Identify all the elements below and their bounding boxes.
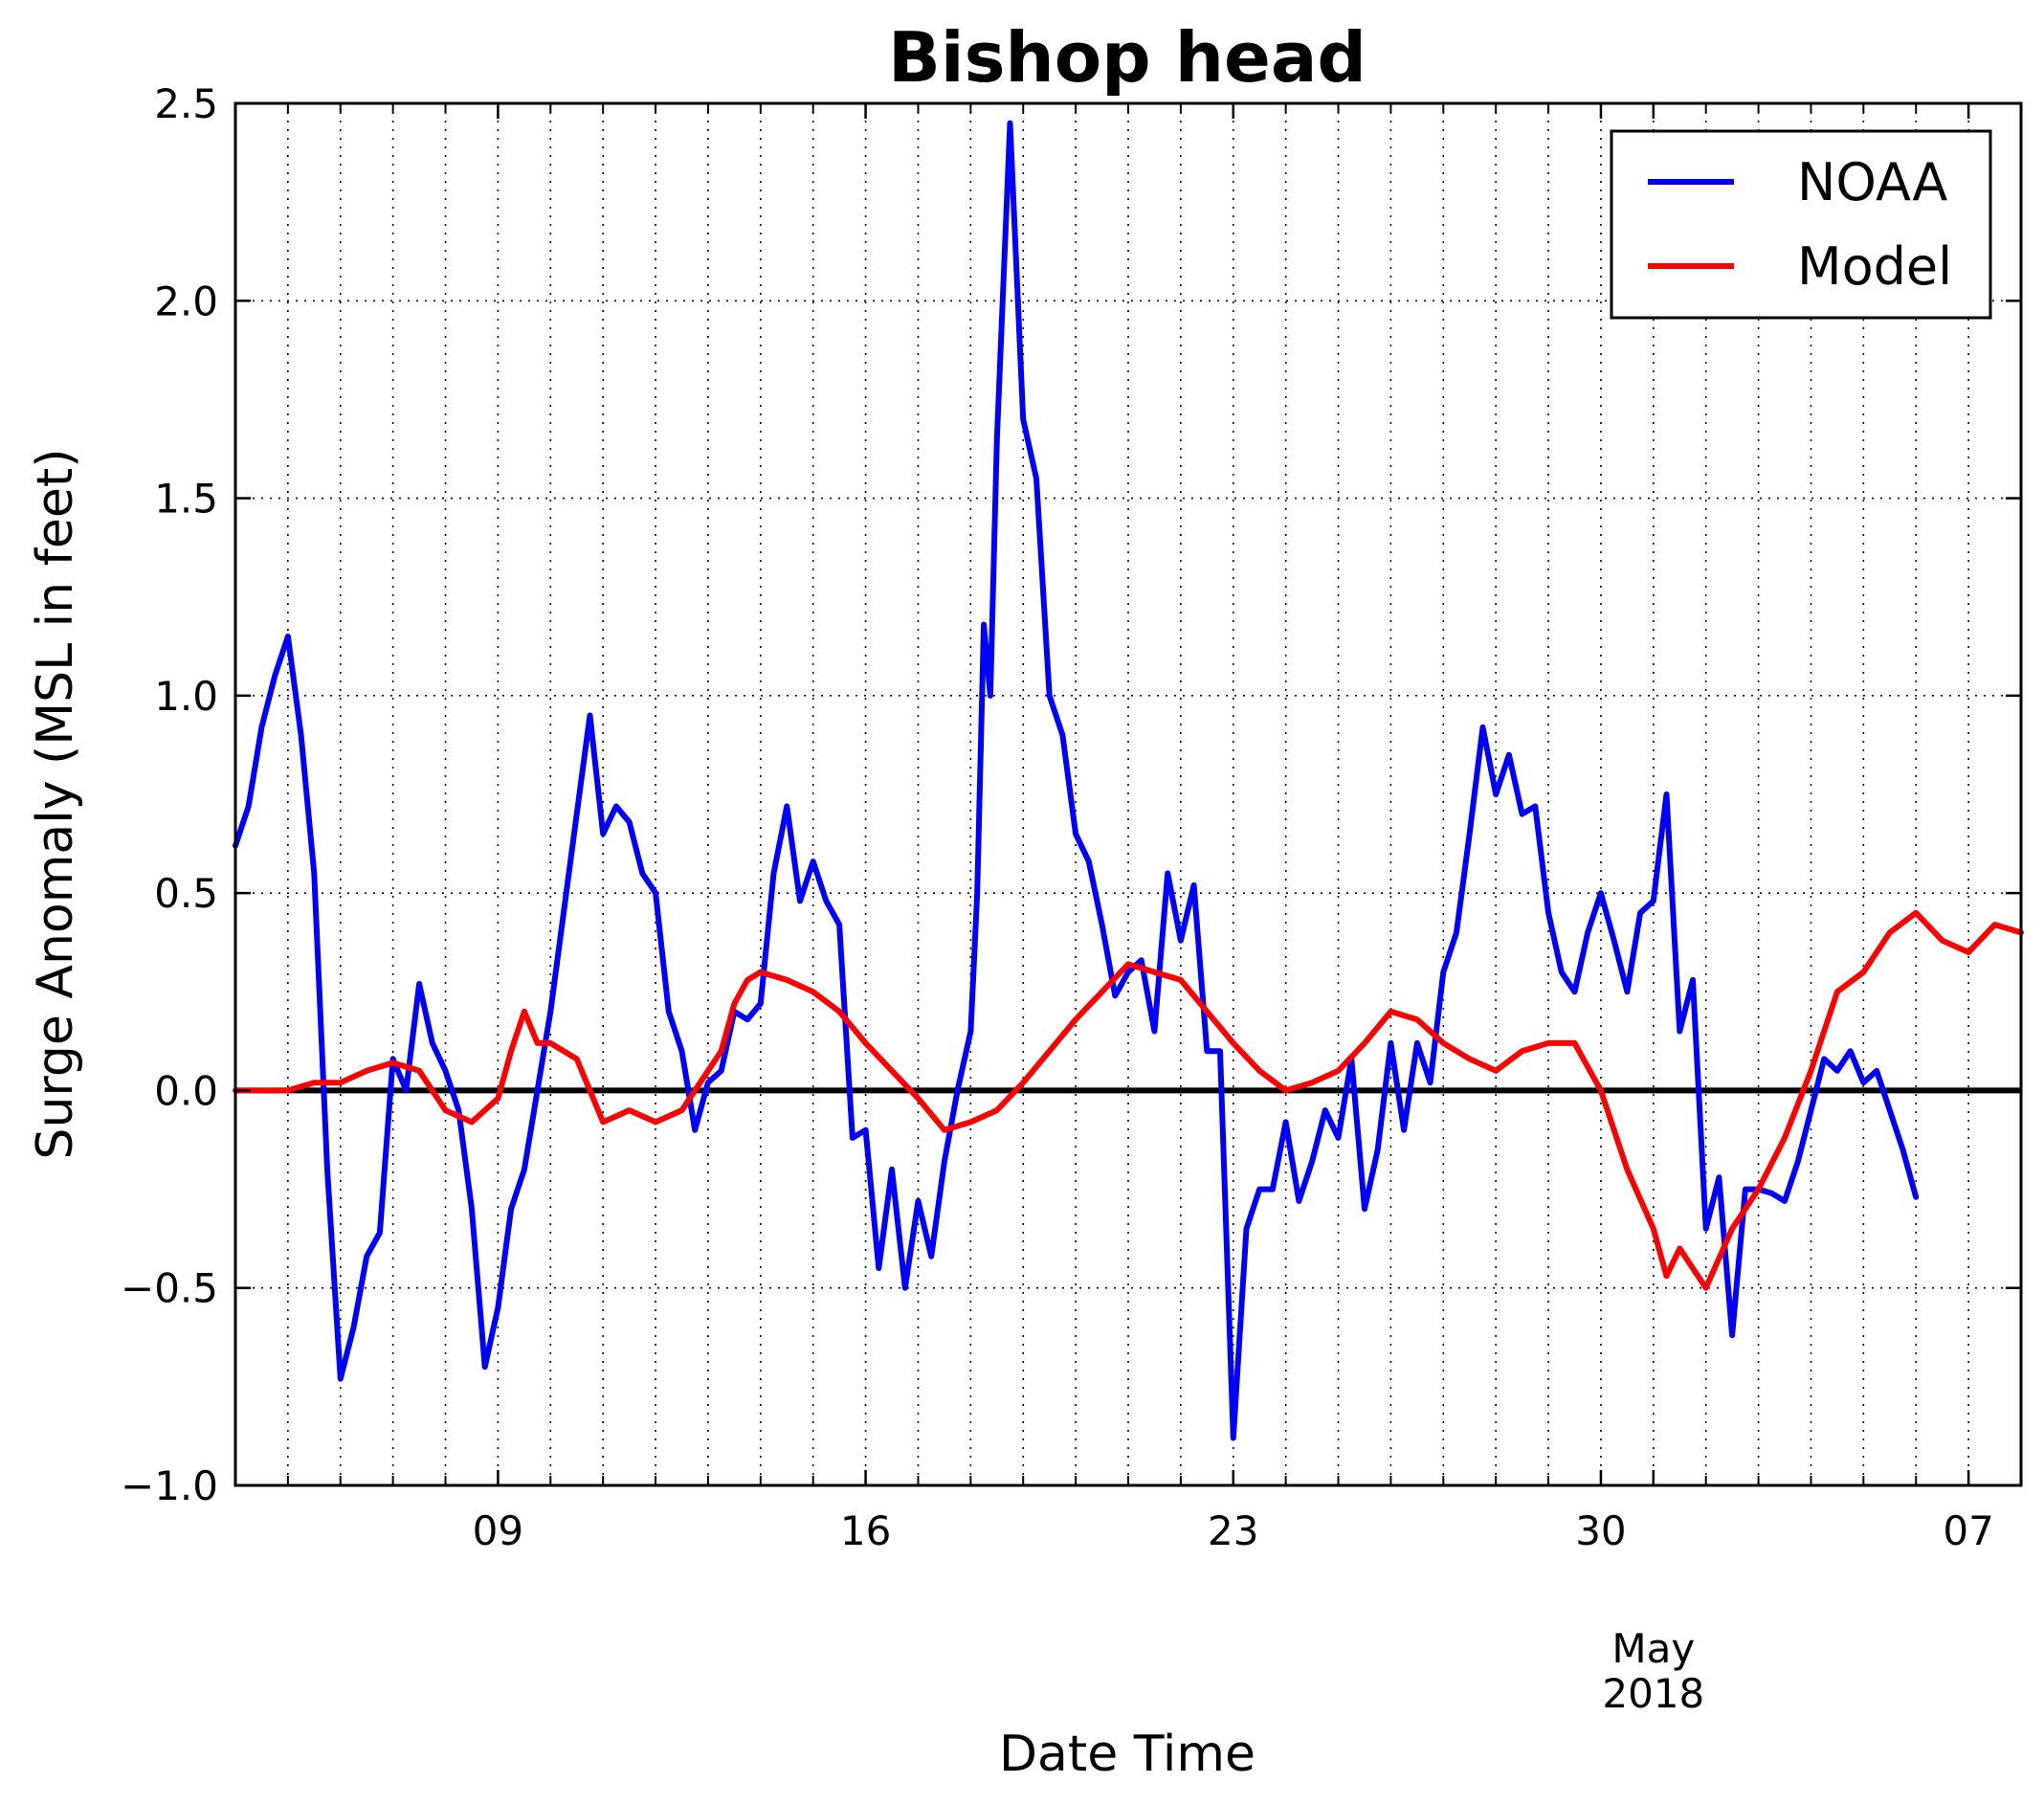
y-tick-label-2: 0.0 (154, 1067, 218, 1114)
y-tick-label-1: −0.5 (121, 1265, 218, 1312)
y-tick-label-3: 0.5 (154, 870, 218, 917)
legend: NOAA Model (1610, 129, 1992, 320)
x-month-label: May (1611, 1625, 1695, 1672)
y-tick-label-0: −1.0 (121, 1462, 218, 1509)
year-label: 2018 (1602, 1670, 1704, 1717)
x-tick-label-0: 09 (473, 1507, 523, 1554)
x-tick-label-4: 07 (1943, 1507, 1993, 1554)
y-tick-label-4: 1.0 (154, 673, 218, 720)
series-line-model (233, 909, 2024, 1291)
legend-label-noaa: NOAA (1797, 152, 1947, 212)
grid-lines (235, 102, 2021, 1486)
y-axis-label: Surge Anomaly (MSL in feet) (27, 448, 84, 1159)
legend-label-model: Model (1797, 236, 1952, 297)
chart-title: Bishop head (888, 17, 1366, 98)
x-axis-label: Date Time (999, 1726, 1255, 1783)
x-tick-label-2: 23 (1208, 1507, 1258, 1554)
series-line-noaa (233, 120, 1920, 1441)
y-tick-label-6: 2.0 (154, 278, 218, 324)
axis-ticks: 09 16 23 30 07 May −1.0 −0.5 0.0 0.5 1.0 1.5 2.0 2.5 (121, 80, 2021, 1672)
series-lines (233, 120, 2024, 1441)
legend-box (1610, 129, 1992, 320)
y-tick-label-7: 2.5 (154, 80, 218, 127)
y-tick-label-5: 1.5 (154, 476, 218, 523)
x-tick-label-1: 16 (840, 1507, 891, 1554)
x-tick-label-3: 30 (1575, 1507, 1626, 1554)
